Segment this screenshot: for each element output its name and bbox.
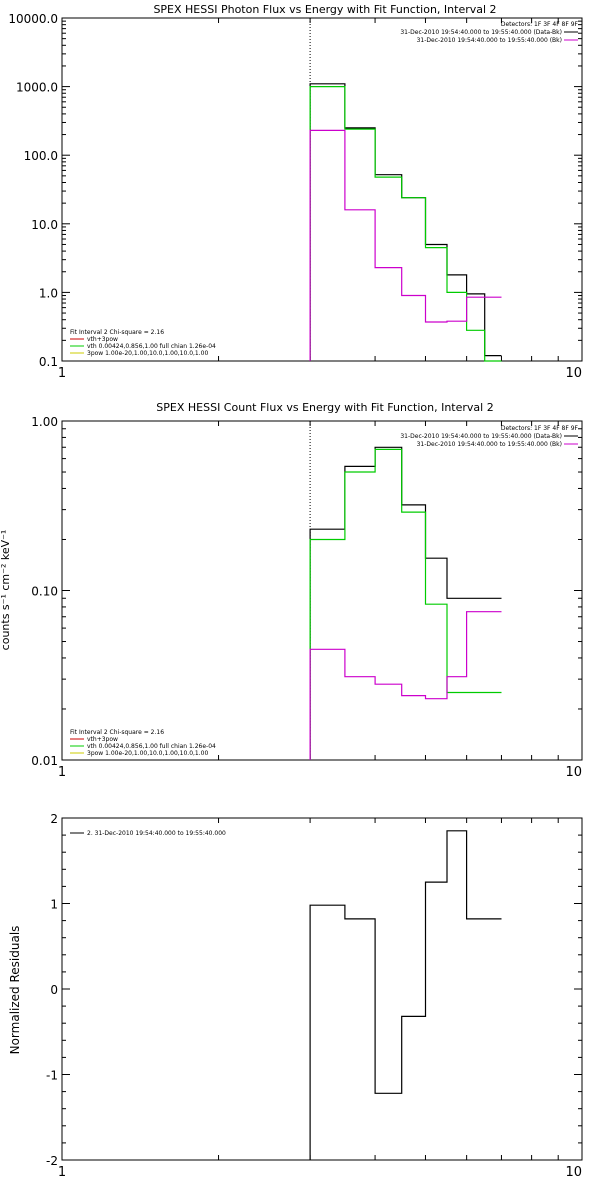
- residuals-legend-label: 2. 31-Dec-2010 19:54:40.000 to 19:55:40.…: [87, 830, 226, 837]
- residuals-y-tick-label: 0: [50, 983, 58, 997]
- photon-flux-panel: SPEX HESSI Photon Flux vs Energy with Fi…: [8, 3, 583, 381]
- photon-flux-legend: Detectors: 1F 3F 4F 8F 9F 31-Dec-2010 19…: [70, 21, 579, 357]
- residuals-y-axis: -2 -1 0 1 2: [46, 812, 582, 1168]
- photon-flux-x-axis: 1 10: [58, 18, 582, 381]
- count-flux-plot-frame: [61, 420, 583, 761]
- photon-flux-series-bk: [309, 129, 502, 361]
- photon-flux-y-tick-label: 0.1: [39, 355, 58, 369]
- photon-flux-x-tick-label: 1: [58, 366, 66, 381]
- count-flux-detectors: Detectors: 1F 3F 4F 8F 9F: [501, 425, 579, 432]
- photon-flux-legend-data-bk: 31-Dec-2010 19:54:40.000 to 19:55:40.000…: [400, 29, 562, 36]
- photon-flux-fit-info: Fit Interval 2 Chi-square = 2.16: [70, 329, 164, 336]
- count-flux-legend-bk: 31-Dec-2010 19:54:40.000 to 19:55:40.000…: [417, 441, 562, 448]
- photon-flux-legend-3pow: 3pow 1.00e-20,1.00,10.0,1.00,10.0,1.00: [87, 350, 208, 357]
- count-flux-y-tick-label: 1.00: [31, 415, 58, 429]
- count-flux-title: SPEX HESSI Count Flux vs Energy with Fit…: [156, 401, 493, 414]
- residuals-y-label: Normalized Residuals: [8, 926, 22, 1055]
- photon-flux-y-tick-label: 1000.0: [16, 81, 58, 95]
- photon-flux-legend-bk: 31-Dec-2010 19:54:40.000 to 19:55:40.000…: [417, 37, 562, 44]
- count-flux-y-axis: 0.01 0.10 1.00: [31, 415, 582, 768]
- residuals-y-tick-label: -2: [46, 1154, 58, 1168]
- count-flux-series-data-bk: [309, 446, 502, 760]
- photon-flux-series-data-bk: [309, 83, 502, 361]
- residuals-x-tick-label: 1: [58, 1165, 66, 1180]
- residuals-series: [309, 830, 502, 1160]
- residuals-legend: 2. 31-Dec-2010 19:54:40.000 to 19:55:40.…: [70, 830, 226, 837]
- photon-flux-detectors: Detectors: 1F 3F 4F 8F 9F: [501, 21, 579, 28]
- residuals-y-tick-label: 2: [50, 812, 58, 826]
- photon-flux-legend-vth: vth 0.00424,0.856,1.00 full chian 1.26e-…: [87, 343, 216, 350]
- count-flux-legend-vth3pow: vth+3pow: [87, 736, 118, 743]
- count-flux-legend-3pow: 3pow 1.00e-20,1.00,10.0,1.00,10.0,1.00: [87, 750, 208, 757]
- residuals-y-tick-label: -1: [46, 1069, 58, 1083]
- count-flux-panel: SPEX HESSI Count Flux vs Energy with Fit…: [0, 401, 583, 780]
- count-flux-legend: Detectors: 1F 3F 4F 8F 9F 31-Dec-2010 19…: [70, 425, 579, 757]
- count-flux-y-tick-label: 0.01: [31, 754, 58, 768]
- count-flux-y-label: counts s⁻¹ cm⁻² keV⁻¹: [0, 530, 12, 651]
- photon-flux-x-tick-label: 10: [565, 366, 582, 381]
- photon-flux-plot-frame: [61, 17, 583, 362]
- count-flux-series-bk: [309, 611, 502, 760]
- count-flux-legend-vth: vth 0.00424,0.856,1.00 full chian 1.26e-…: [87, 743, 216, 750]
- photon-flux-y-tick-label: 10.0: [31, 218, 58, 232]
- photon-flux-y-axis: 0.1 1.0 10.0 100.0 1000.0 10000.0: [8, 12, 582, 369]
- residuals-y-tick-label: 1: [50, 898, 58, 912]
- count-flux-legend-data-bk: 31-Dec-2010 19:54:40.000 to 19:55:40.000…: [400, 433, 562, 440]
- residuals-x-axis: 1 10: [58, 818, 582, 1180]
- residuals-x-tick-label: 10: [565, 1165, 582, 1180]
- residuals-plot-frame: [61, 817, 583, 1161]
- residuals-panel: Normalized Residuals -2 -1 0 1 2 1 10 2. 31-D…: [8, 812, 583, 1180]
- residuals-series-2-31-dec-2010-19-54-40-000-to-19-55-40-000: [309, 830, 502, 1160]
- count-flux-x-tick-label: 1: [58, 765, 66, 780]
- photon-flux-series: [309, 18, 502, 362]
- photon-flux-y-tick-label: 10000.0: [8, 12, 58, 26]
- photon-flux-legend-vth3pow: vth+3pow: [87, 336, 118, 343]
- photon-flux-y-tick-label: 100.0: [24, 149, 58, 163]
- photon-flux-series-vth-3pow: [309, 86, 502, 362]
- count-flux-y-tick-label: 0.10: [31, 585, 58, 599]
- count-flux-x-axis: 1 10: [58, 421, 582, 780]
- count-flux-series: [309, 421, 502, 760]
- photon-flux-title: SPEX HESSI Photon Flux vs Energy with Fi…: [153, 3, 496, 16]
- photon-flux-y-tick-label: 1.0: [39, 286, 58, 300]
- count-flux-series-vth-3pow: [309, 448, 502, 760]
- count-flux-x-tick-label: 10: [565, 765, 582, 780]
- count-flux-fit-info: Fit Interval 2 Chi-square = 2.16: [70, 729, 164, 736]
